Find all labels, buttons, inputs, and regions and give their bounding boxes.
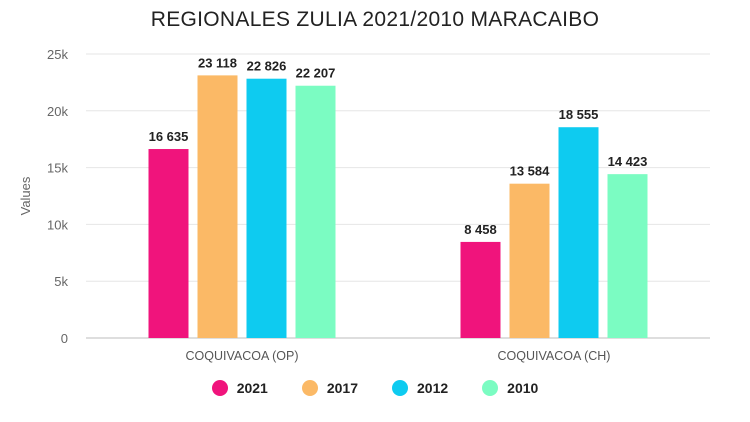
y-tick-label: 25k [47,47,68,62]
legend-item-2012[interactable]: 2012 [392,380,448,396]
legend-swatch [211,380,228,396]
data-label: 8 458 [464,222,497,237]
y-tick-label: 0 [61,331,68,346]
legend-item-2017[interactable]: 2017 [301,380,358,396]
y-tick-label: 15k [47,161,68,176]
bar-2012 [558,127,599,338]
x-tick-label: COQUIVACOA (OP) [186,349,299,363]
y-tick-label: 10k [47,217,68,232]
bar-2012 [246,78,287,338]
data-label: 14 423 [608,154,648,169]
y-tick-label: 5k [54,274,68,289]
data-label: 13 584 [510,164,551,179]
x-tick-label: COQUIVACOA (CH) [498,349,611,363]
bar-2017 [197,75,238,338]
bar-2010 [607,174,648,338]
legend-label: 2010 [507,380,539,396]
chart-title: REGIONALES ZULIA 2021/2010 MARACAIBO [150,8,600,31]
bar-2017 [509,183,550,338]
data-label: 23 118 [198,55,237,70]
data-label: 16 635 [149,129,189,144]
bar-2010 [295,85,336,338]
legend-item-2010[interactable]: 2010 [482,380,538,396]
legend-label: 2021 [236,380,268,396]
bar-2021 [148,149,189,338]
bar-2021 [460,241,501,338]
legend: 2021 2017 2012 2010 [0,380,750,396]
legend-swatch [301,380,318,396]
legend-label: 2012 [417,380,449,396]
legend-swatch [482,380,499,396]
legend-item-2021[interactable]: 2021 [211,380,268,396]
y-axis-label: Values [18,176,33,215]
y-tick-label: 20k [47,104,68,119]
legend-label: 2017 [326,380,358,396]
data-label: 22 207 [296,66,336,81]
legend-swatch [392,380,408,396]
data-label: 22 826 [247,59,287,74]
data-label: 18 555 [559,107,599,122]
